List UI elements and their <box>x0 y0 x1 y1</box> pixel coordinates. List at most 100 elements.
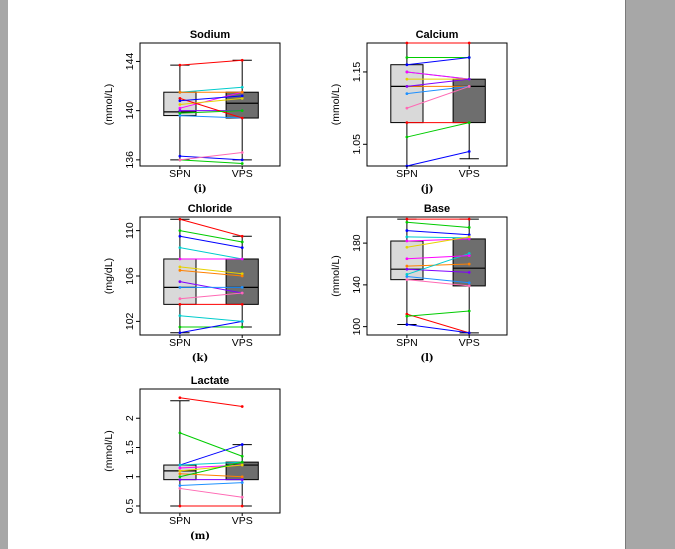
pair-point <box>405 63 409 67</box>
pair-line <box>406 71 470 80</box>
pair-point <box>178 99 182 103</box>
pair-point <box>178 463 182 467</box>
pair-point <box>178 114 182 117</box>
pair-point <box>405 257 409 261</box>
pair-line <box>179 97 243 105</box>
pair-point <box>405 217 409 221</box>
pair-line <box>179 235 243 249</box>
right-window-bar <box>626 0 675 549</box>
panel-title: Base <box>424 203 450 215</box>
x-tick-label: SPN <box>396 168 418 180</box>
pair-point <box>178 302 182 306</box>
pair-line <box>179 444 243 466</box>
pair-line <box>179 95 243 102</box>
pair-point <box>467 235 471 239</box>
panel-calcium: Calcium 1.05 1.15 (mmol/L) SPN VPS (j) <box>330 29 508 195</box>
pair-point <box>178 475 182 479</box>
pair-point <box>467 85 471 88</box>
pair-line <box>179 110 243 114</box>
pair-point <box>178 297 182 301</box>
pair-point <box>405 273 409 276</box>
pair-line <box>406 78 470 87</box>
pair-point <box>178 229 182 233</box>
pair-point <box>178 280 182 284</box>
pair-line <box>406 221 470 228</box>
pair-line <box>179 247 243 260</box>
plot-frame <box>139 388 281 514</box>
y-tick-label: 180 <box>351 234 363 252</box>
x-tick-label: VPS <box>459 168 480 180</box>
pair-line <box>406 122 470 138</box>
y-axis-label: (mmol/L) <box>103 84 115 125</box>
pair-line <box>406 263 470 267</box>
pair-line <box>179 86 243 93</box>
pair-point <box>240 116 244 120</box>
x-tick-label: SPN <box>169 168 191 180</box>
y-axis-label: (mmol/L) <box>330 84 342 125</box>
pair-point <box>240 85 244 89</box>
pair-point <box>467 262 471 266</box>
pair-line <box>179 482 243 487</box>
pair-point <box>240 58 244 62</box>
x-tick-label: SPN <box>169 337 191 349</box>
panel-caption: (l) <box>420 353 433 364</box>
y-tick-label: 110 <box>124 222 136 239</box>
box-vps <box>452 238 486 287</box>
x-tick-label: VPS <box>232 337 253 349</box>
figure-canvas: Sodium 136 140 144 (mmol/L) SPN VPS (i) Calcium 1… <box>103 29 508 542</box>
pair-point <box>178 504 182 508</box>
left-window-bar <box>0 0 8 549</box>
pair-point <box>467 150 471 153</box>
pair-line <box>179 487 243 498</box>
pair-point <box>178 234 182 238</box>
y-tick-label: 140 <box>124 102 136 120</box>
pair-point <box>405 267 409 271</box>
pair-line <box>179 59 243 66</box>
pair-line <box>179 464 243 472</box>
y-tick-label: 0.5 <box>124 499 136 514</box>
pair-point <box>178 158 182 162</box>
pair-point <box>178 285 182 289</box>
pair-point <box>240 475 244 479</box>
pair-point <box>467 56 471 59</box>
pair-point <box>178 466 182 470</box>
pair-point <box>240 291 244 295</box>
pair-point <box>240 325 244 329</box>
panel-title: Chloride <box>188 203 233 215</box>
pair-point <box>178 109 182 113</box>
pair-point <box>405 70 409 74</box>
pair-line <box>179 315 243 322</box>
pair-line <box>179 151 243 161</box>
pair-point <box>178 90 182 94</box>
pair-point <box>405 312 409 316</box>
pair-line <box>179 266 243 275</box>
pair-point <box>178 265 182 269</box>
pair-point <box>178 314 182 318</box>
pair-point <box>240 285 244 289</box>
pair-point <box>467 237 471 241</box>
pair-point <box>467 252 471 255</box>
pair-point <box>178 217 182 221</box>
panel-title: Calcium <box>416 29 459 41</box>
y-axis-label: (mmol/L) <box>330 255 342 296</box>
pair-point <box>405 56 409 59</box>
pair-line <box>179 320 243 334</box>
pair-line <box>406 255 470 260</box>
pair-point <box>405 85 409 88</box>
pair-point <box>178 331 182 335</box>
pair-point <box>405 135 409 139</box>
pair-point <box>467 270 471 274</box>
box-vps <box>225 258 259 305</box>
pair-line <box>179 115 243 119</box>
pair-point <box>467 226 471 229</box>
pair-line <box>406 253 470 275</box>
y-tick-label: 136 <box>124 151 136 169</box>
panel-lactate: Lactate 0.5 1 1.5 2 (mmol/L) SPN VPS (m) <box>103 375 281 542</box>
pair-point <box>178 396 182 400</box>
pair-point <box>405 229 409 232</box>
pair-point <box>178 111 182 115</box>
pair-point <box>178 484 182 487</box>
pair-line <box>179 397 243 408</box>
pair-point <box>240 454 244 458</box>
pair-point <box>240 151 244 154</box>
